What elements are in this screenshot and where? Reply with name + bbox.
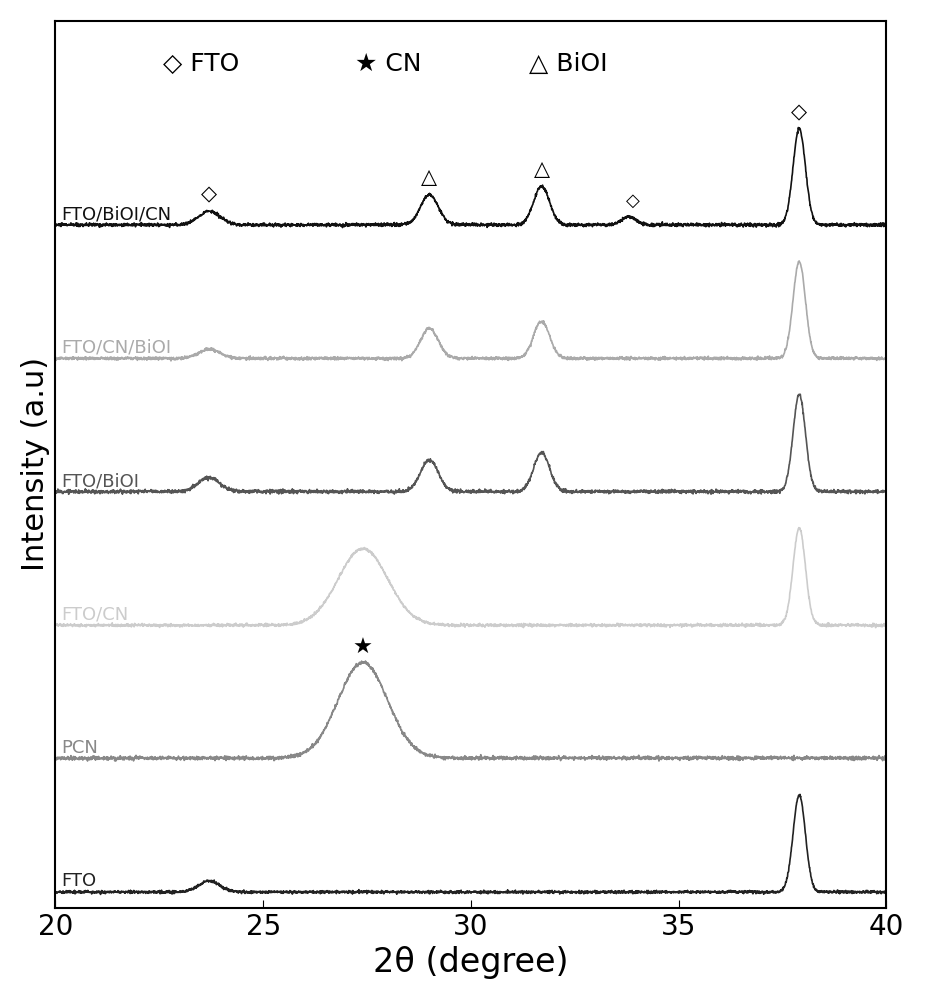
Text: FTO: FTO bbox=[62, 872, 97, 890]
Text: △ BiOI: △ BiOI bbox=[529, 52, 608, 76]
Text: △: △ bbox=[534, 159, 549, 179]
Text: ★: ★ bbox=[353, 638, 373, 658]
Text: FTO/CN: FTO/CN bbox=[62, 606, 129, 624]
Text: ◇: ◇ bbox=[626, 192, 640, 210]
Text: FTO/BiOI: FTO/BiOI bbox=[62, 472, 140, 490]
Text: ◇: ◇ bbox=[791, 102, 808, 122]
Y-axis label: Intensity (a.u): Intensity (a.u) bbox=[21, 357, 50, 571]
Text: △: △ bbox=[422, 167, 438, 187]
X-axis label: 2θ (degree): 2θ (degree) bbox=[373, 946, 569, 979]
Text: FTO/CN/BiOI: FTO/CN/BiOI bbox=[62, 339, 172, 357]
Text: ◇ FTO: ◇ FTO bbox=[164, 52, 240, 76]
Text: FTO/BiOI/CN: FTO/BiOI/CN bbox=[62, 206, 172, 224]
Text: PCN: PCN bbox=[62, 739, 98, 757]
Text: ★ CN: ★ CN bbox=[354, 52, 421, 76]
Text: ◇: ◇ bbox=[201, 184, 217, 204]
